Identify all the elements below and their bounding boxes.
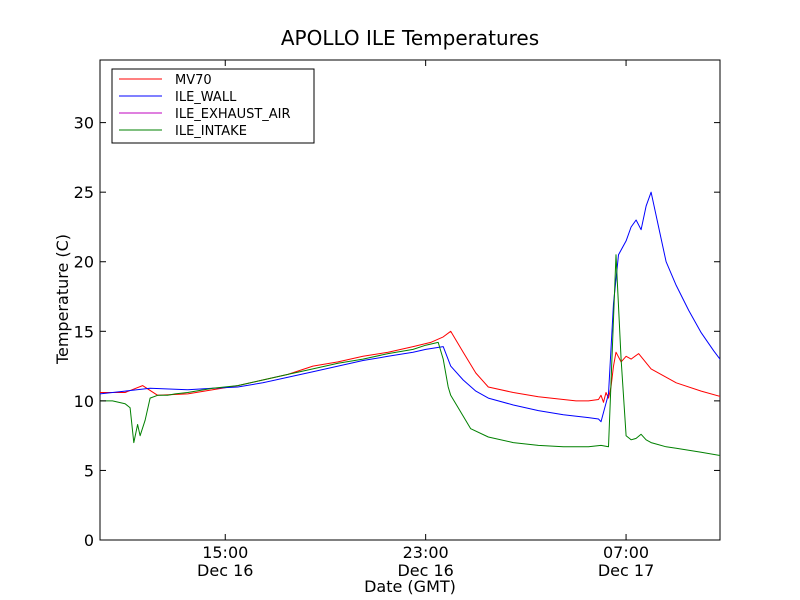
y-tick-label: 25 xyxy=(74,183,94,202)
legend-label: ILE_WALL xyxy=(175,90,237,105)
series-layer xyxy=(100,191,720,456)
y-axis: 0 5 10 15 20 25 30 xyxy=(74,114,720,550)
series-line-ile-wall xyxy=(100,191,720,423)
y-tick-label: 30 xyxy=(74,114,94,133)
x-tick-label-time: 15:00 xyxy=(202,543,248,562)
legend-box xyxy=(111,68,315,144)
plot-area xyxy=(99,59,721,541)
x-tick-label-date: Dec 16 xyxy=(397,561,453,580)
y-tick-label: 15 xyxy=(74,322,94,341)
y-axis-label: Temperature (C) xyxy=(53,234,72,365)
legend-label: MV70 xyxy=(175,73,212,88)
x-axis-label: Date (GMT) xyxy=(364,577,456,596)
chart-title: APOLLO ILE Temperatures xyxy=(281,26,539,50)
y-tick-label: 0 xyxy=(84,531,94,550)
y-tick-label: 20 xyxy=(74,253,94,272)
x-tick-label-time: 07:00 xyxy=(603,543,649,562)
x-tick-label-date: Dec 16 xyxy=(197,561,253,580)
x-tick-label-date: Dec 17 xyxy=(598,561,654,580)
legend: MV70 ILE_WALL ILE_EXHAUST_AIR ILE_INTAKE xyxy=(111,68,315,144)
y-tick-label: 5 xyxy=(84,461,94,480)
series-line-mv70 xyxy=(100,330,720,403)
x-tick-label-time: 23:00 xyxy=(403,543,449,562)
legend-label: ILE_EXHAUST_AIR xyxy=(175,107,291,122)
legend-label: ILE_INTAKE xyxy=(175,124,247,139)
y-tick-label: 10 xyxy=(74,392,94,411)
series-line-ile-intake xyxy=(100,254,720,456)
